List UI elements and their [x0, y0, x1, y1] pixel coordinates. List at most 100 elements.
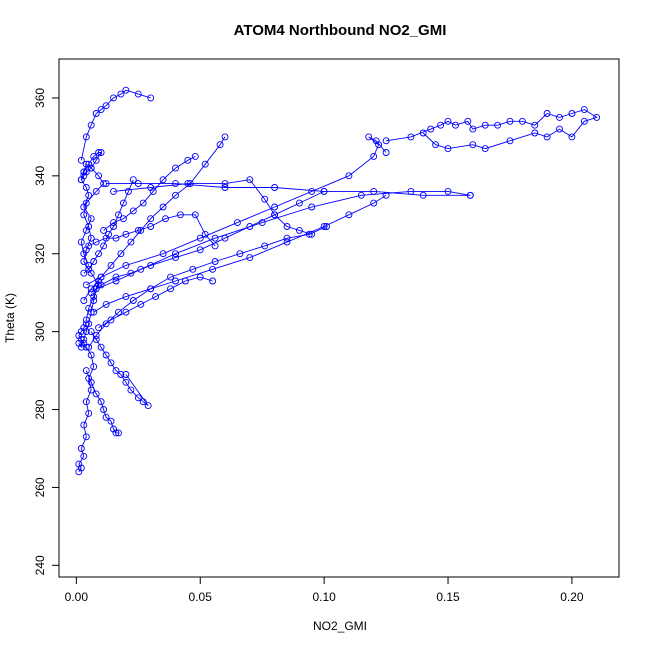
- data-point: [122, 293, 130, 301]
- data-point: [122, 308, 130, 316]
- data-point: [167, 285, 174, 293]
- data-point: [122, 86, 130, 94]
- data-point: [107, 261, 115, 269]
- data-point: [87, 121, 95, 129]
- series-line-6: [96, 190, 471, 290]
- data-point: [77, 176, 85, 184]
- data-point: [283, 234, 291, 242]
- data-point: [95, 172, 103, 180]
- data-point: [172, 191, 179, 199]
- data-point: [97, 343, 105, 351]
- data-point: [481, 121, 489, 129]
- series-line-8: [113, 179, 312, 235]
- y-axis: 240 260 280 300 320 340 360: [33, 88, 60, 575]
- data-point: [506, 117, 514, 125]
- data-point: [186, 180, 194, 188]
- data-point: [87, 328, 95, 336]
- data-point: [444, 117, 452, 125]
- data-point: [209, 265, 217, 273]
- series-line-5: [93, 194, 387, 313]
- y-tick-label: 240: [33, 555, 47, 575]
- data-point: [308, 203, 316, 211]
- data-point: [77, 343, 85, 351]
- data-point: [100, 180, 108, 188]
- data-point: [77, 445, 85, 452]
- data-point: [92, 332, 100, 339]
- data-point: [95, 149, 103, 156]
- data-point: [80, 211, 88, 219]
- data-point: [102, 300, 110, 308]
- data-point: [345, 211, 353, 219]
- data-point: [261, 242, 269, 250]
- data-point: [92, 110, 100, 117]
- data-point: [100, 226, 108, 234]
- data-point: [196, 273, 204, 281]
- data-point: [323, 223, 331, 230]
- data-point: [568, 110, 576, 117]
- y-tick-label: 340: [33, 166, 47, 186]
- data-point: [271, 203, 279, 211]
- data-point: [80, 258, 88, 265]
- series-line-11: [80, 89, 151, 161]
- data-point: [80, 335, 88, 343]
- data-point: [365, 133, 373, 141]
- data-point: [167, 273, 174, 281]
- y-tick-label: 280: [33, 399, 47, 419]
- data-point: [77, 238, 85, 246]
- data-point: [452, 121, 459, 129]
- data-point: [556, 125, 563, 133]
- data-point: [110, 223, 117, 230]
- data-point: [211, 234, 219, 242]
- data-point: [172, 277, 179, 285]
- data-point: [122, 261, 130, 269]
- series-lines: [78, 89, 598, 473]
- data-point: [82, 398, 90, 406]
- data-point: [372, 137, 380, 145]
- data-point: [85, 242, 93, 250]
- series-line-10: [386, 109, 598, 150]
- data-point: [375, 141, 383, 149]
- data-point: [481, 145, 489, 153]
- data-point: [233, 219, 241, 227]
- data-point: [95, 250, 103, 258]
- data-point: [124, 187, 132, 195]
- data-point: [357, 191, 365, 199]
- data-point: [117, 250, 125, 258]
- data-point: [305, 230, 313, 238]
- data-point: [107, 359, 115, 367]
- data-point: [92, 156, 100, 164]
- data-point: [80, 203, 88, 211]
- x-tick-label: 0.15: [436, 590, 460, 604]
- data-point: [97, 149, 105, 156]
- data-point: [85, 409, 93, 417]
- data-point: [117, 90, 125, 98]
- data-point: [82, 160, 90, 168]
- data-point: [236, 250, 244, 258]
- data-point: [271, 211, 279, 219]
- series-line-12: [80, 152, 102, 180]
- data-point: [82, 367, 90, 375]
- data-point: [320, 187, 328, 195]
- data-point: [295, 199, 303, 207]
- series-line-4: [90, 190, 325, 294]
- data-point: [506, 137, 514, 145]
- data-point: [209, 277, 217, 285]
- data-point: [115, 429, 122, 437]
- data-point: [196, 234, 204, 242]
- series-line-15: [88, 214, 216, 247]
- data-point: [543, 110, 551, 117]
- data-point: [95, 324, 103, 332]
- data-point: [283, 223, 291, 230]
- data-point: [112, 429, 120, 437]
- data-point: [593, 113, 601, 121]
- data-point: [172, 180, 179, 188]
- data-point: [137, 265, 145, 273]
- data-point: [85, 343, 93, 351]
- data-point: [92, 238, 100, 246]
- y-tick-label: 300: [33, 321, 47, 341]
- data-point: [437, 121, 445, 129]
- series-line-3: [88, 226, 327, 348]
- data-point: [115, 211, 122, 219]
- data-point: [112, 367, 120, 375]
- data-point: [172, 164, 179, 172]
